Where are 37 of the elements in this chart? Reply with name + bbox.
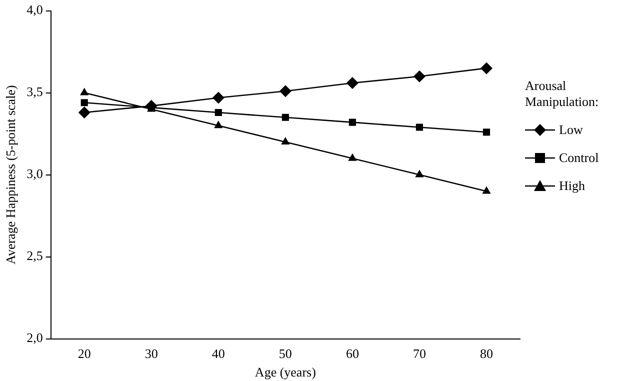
point bbox=[482, 128, 490, 136]
legend-label: Control bbox=[559, 150, 599, 166]
point bbox=[145, 100, 158, 112]
point bbox=[416, 124, 424, 131]
x-tick-label: 40 bbox=[212, 346, 225, 362]
y-tick-label: 4,0 bbox=[26, 2, 43, 18]
point bbox=[346, 76, 358, 89]
x-tick-label: 20 bbox=[78, 346, 91, 362]
x-axis-title: Age (years) bbox=[254, 364, 316, 380]
point bbox=[480, 62, 492, 74]
x-tick-label: 60 bbox=[346, 346, 359, 362]
y-tick-label: 3,0 bbox=[26, 166, 43, 182]
point bbox=[282, 114, 289, 121]
x-tick-label: 70 bbox=[412, 346, 426, 362]
point bbox=[482, 186, 491, 194]
x-tick-label: 80 bbox=[480, 346, 493, 362]
point bbox=[281, 137, 290, 144]
point bbox=[80, 88, 89, 96]
point bbox=[279, 85, 292, 98]
legend-title: Arousal Manipulation: bbox=[525, 78, 600, 110]
point bbox=[80, 99, 88, 106]
point bbox=[78, 106, 90, 118]
y-axis-title: Average Happiness (5-point scale) bbox=[3, 85, 18, 264]
y-tick-label: 2,5 bbox=[26, 248, 43, 264]
point bbox=[415, 170, 424, 178]
legend-label: Low bbox=[559, 122, 583, 138]
point bbox=[413, 70, 426, 82]
point bbox=[348, 118, 356, 126]
point bbox=[348, 153, 357, 161]
y-tick-label: 2,0 bbox=[26, 330, 43, 346]
x-tick-label: 30 bbox=[144, 346, 158, 362]
y-tick-label: 3,5 bbox=[26, 84, 43, 100]
legend-label: High bbox=[559, 178, 585, 194]
point bbox=[214, 108, 222, 116]
point bbox=[214, 120, 223, 128]
point bbox=[212, 92, 224, 104]
x-tick-label: 50 bbox=[278, 346, 292, 362]
